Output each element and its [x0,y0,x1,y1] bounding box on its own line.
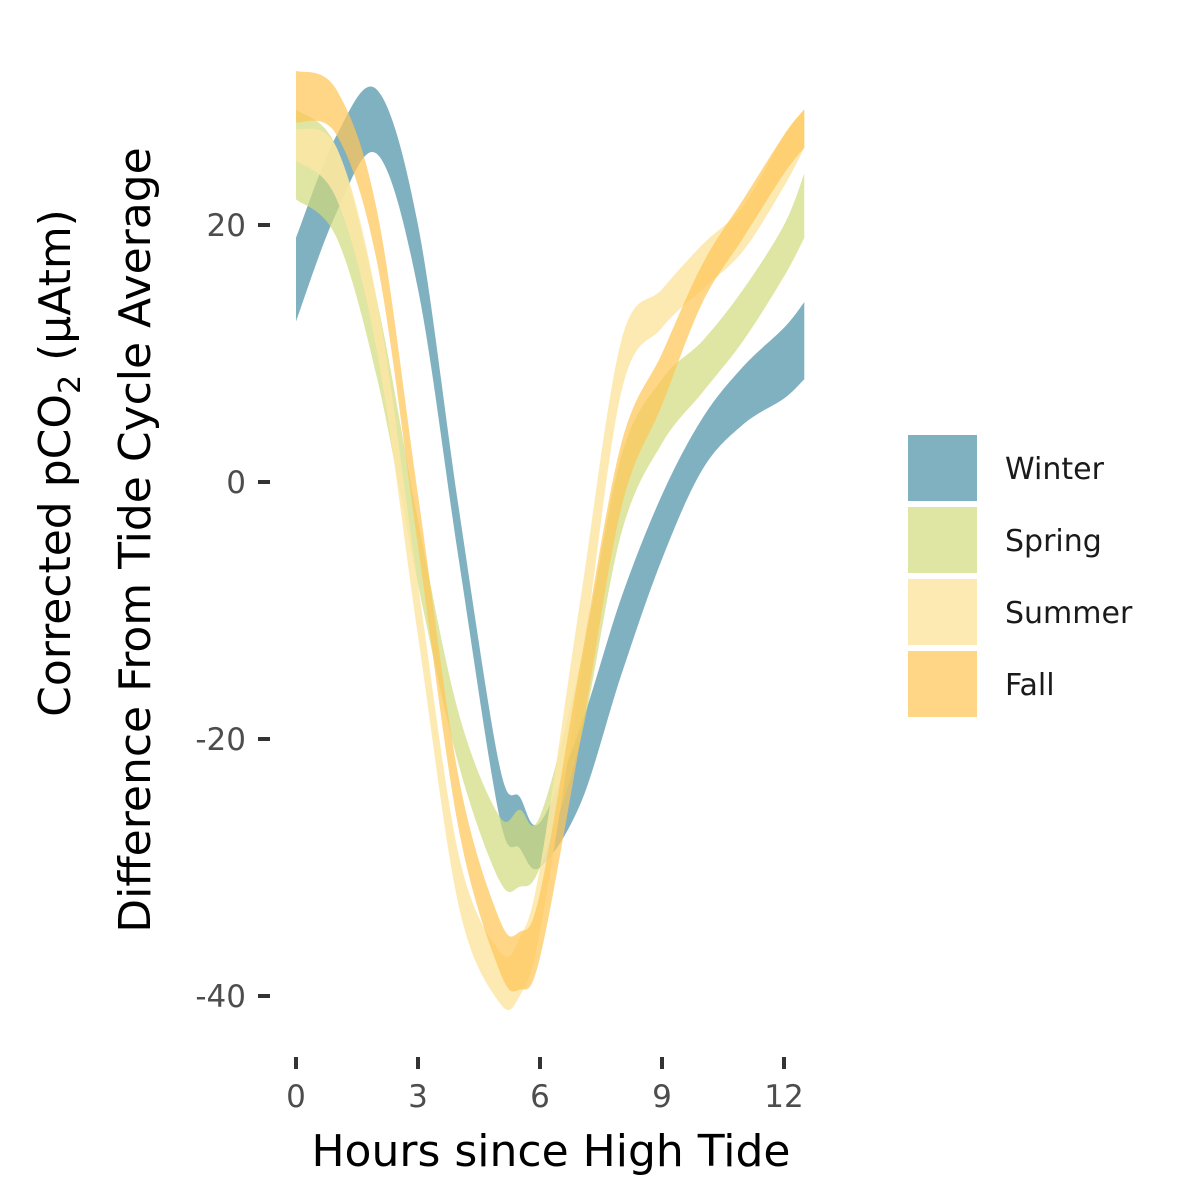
x-tick-label: 3 [408,1079,428,1115]
y-tick-label: -20 [195,722,246,758]
legend-label-winter: Winter [1005,452,1105,487]
ribbon-winter [296,86,805,870]
legend-key-fall [908,651,977,717]
legend-label-spring: Spring [1005,524,1102,559]
legend-label-fall: Fall [1005,668,1055,703]
legend-key-spring [908,507,977,573]
legend-label-summer: Summer [1005,596,1133,631]
y-axis: 20 0 -20 -40 [195,208,270,1015]
x-tick-label: 9 [652,1079,672,1115]
y-tick-label: 20 [207,208,246,244]
ribbon-layer [296,70,805,1011]
ribbon-fall [296,70,805,992]
x-tick-label: 0 [286,1079,306,1115]
y-axis-title-line1: Corrected pCO2 (μAtm) [30,209,88,717]
x-axis-title: Hours since High Tide [311,1126,790,1177]
y-tick-label: -40 [195,979,246,1015]
y-tick-label: 0 [226,465,246,501]
x-axis: 0 3 6 9 12 [286,1057,804,1115]
legend-key-winter [908,435,977,501]
y-axis-title-line2: Difference From Tide Cycle Average [110,147,161,932]
x-tick-label: 6 [530,1079,550,1115]
legend: Winter Spring Summer Fall [908,435,1133,717]
legend-key-summer [908,579,977,645]
x-tick-label: 12 [764,1079,803,1115]
